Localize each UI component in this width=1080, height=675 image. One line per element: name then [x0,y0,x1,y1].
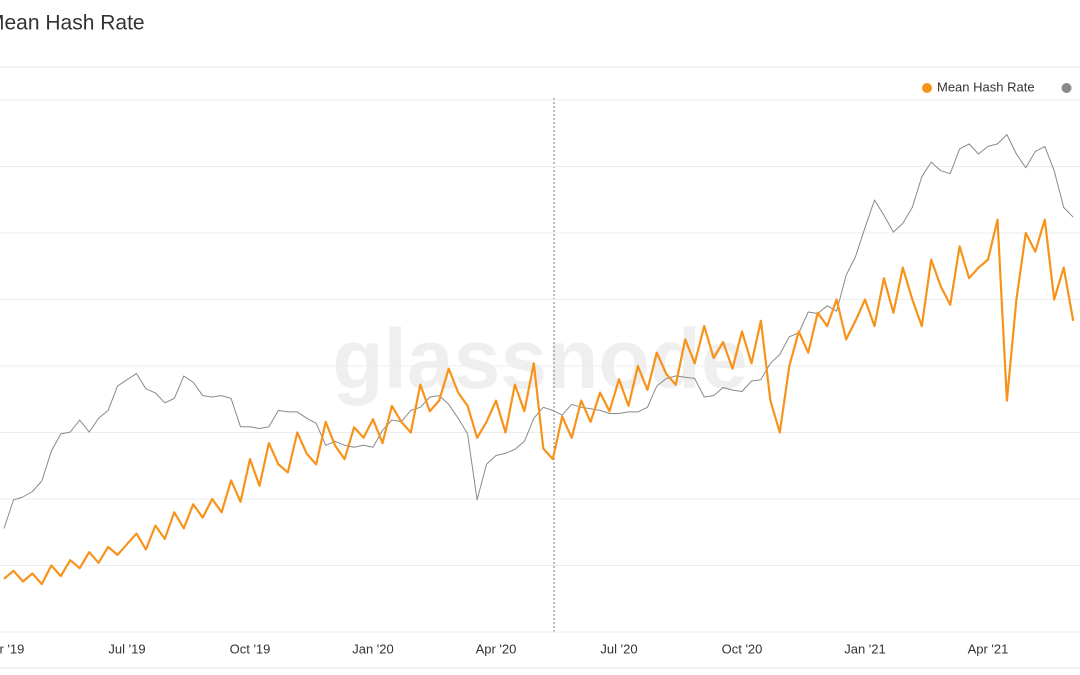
x-tick-label: Jan '21 [844,641,886,656]
x-tick-label: Apr '20 [476,641,517,656]
watermark: glassnode [332,312,747,406]
legend-marker [1061,83,1072,93]
x-tick-label: Apr '19 [0,641,24,656]
x-tick-label: Jul '19 [108,641,145,656]
legend-marker [922,83,932,93]
x-tick-label: Jul '20 [600,641,637,656]
series-line [3,218,1075,586]
chart-title: Mean Hash Rate [0,12,145,35]
x-tick-label: Oct '19 [230,641,271,656]
legend-label: Mean Hash Rate [937,79,1035,94]
x-tick-label: Apr '21 [968,641,1009,656]
x-tick-label: Oct '20 [722,641,763,656]
x-tick-label: Jan '20 [352,641,394,656]
